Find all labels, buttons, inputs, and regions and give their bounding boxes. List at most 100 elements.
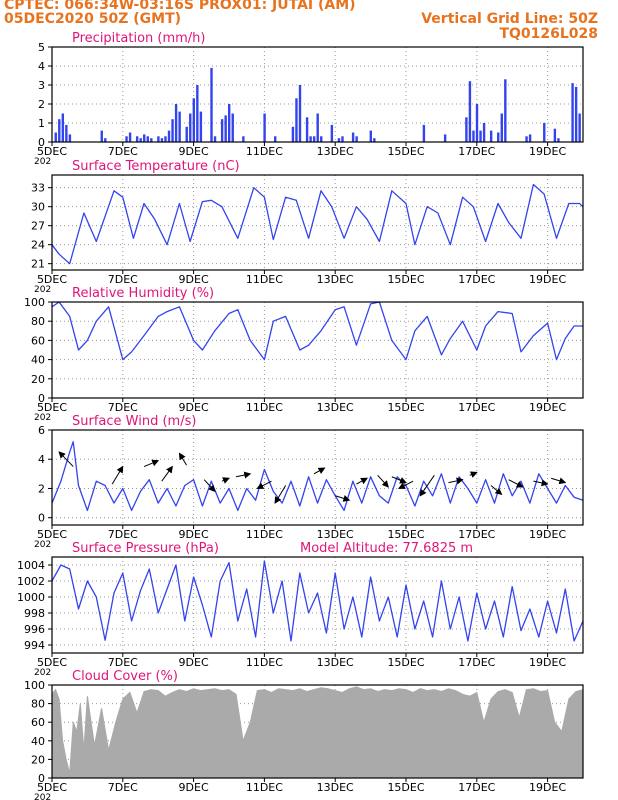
cloud-title: Cloud Cover (%) [72, 669, 178, 684]
precip-bar [242, 136, 245, 142]
rh-ytick-label: 60 [31, 334, 45, 347]
press-ytick-label: 998 [24, 607, 45, 620]
cloud-xtick-label: 5DEC [37, 781, 67, 794]
wind-vector [550, 477, 567, 485]
precip-xtick-label: 13DEC [317, 145, 354, 158]
wind-vector [235, 471, 252, 479]
press-title: Surface Pressure (hPa) [72, 541, 219, 556]
temp-xtick-label: 7DEC [108, 273, 138, 286]
precip-bar [298, 85, 302, 142]
precip-bar [210, 67, 213, 142]
cloud-ytick-label: 0 [38, 772, 45, 785]
wind-vector [313, 467, 326, 475]
precip-title: Precipitation (mm/h) [72, 31, 205, 46]
temp-xtick-label: 11DEC [246, 273, 283, 286]
wind-vector [274, 485, 287, 504]
rh-xtick-label: 17DEC [458, 401, 495, 414]
rh-xtick-label: 9DEC [179, 401, 209, 414]
press-ytick-label: 1000 [17, 591, 45, 604]
precip-bar [557, 138, 560, 142]
temp-panel: 21 24 27 30 33 5DEC 7DEC 9DEC 11DEC 13DEC 15DEC 17D… [31, 159, 584, 295]
precip-xtick-label: 17DEC [458, 145, 495, 158]
precip-bar [178, 111, 181, 142]
precip-bar [189, 113, 192, 142]
press-ytick-label: 996 [24, 623, 45, 636]
precip-bar [135, 136, 139, 142]
cloud-xtick-label: 9DEC [179, 781, 209, 794]
cloud-ytick-label: 20 [31, 753, 45, 766]
precip-bar [316, 113, 319, 142]
wind-vector [490, 485, 503, 495]
rh-xtick-label: 19DEC [529, 401, 566, 414]
precip-xtick-label: 7DEC [108, 145, 138, 158]
press-xtick-label: 9DEC [179, 656, 209, 669]
precip-bar [341, 136, 344, 142]
precip-bar [185, 126, 188, 142]
precip-bar [128, 132, 132, 142]
wind-xtick-label: 7DEC [108, 528, 138, 541]
precip-bar [192, 98, 195, 142]
precip-bar [54, 132, 57, 142]
precip-bar [100, 130, 103, 142]
wind-vector [178, 452, 187, 466]
temp-ytick-label: 24 [31, 239, 45, 252]
precip-bar [167, 130, 171, 142]
temp-xtick-label: 5DEC [37, 273, 67, 286]
precip-bar [422, 124, 426, 142]
wind-ytick-label: 4 [38, 453, 45, 466]
precip-bar [199, 111, 203, 142]
header-location: CPTEC: 066:34W-03:16S PROX01: JUTAI (AM) [4, 0, 356, 13]
rh-panel: 0 20 40 60 80 100 5DEC 7DEC 9DEC 11DEC 13DEC 15DEC 1… [24, 286, 584, 423]
precip-bar [157, 136, 160, 142]
header-run-date: 05DEC2020 50Z (GMT) [4, 11, 182, 27]
precip-ytick-label: 1 [38, 117, 45, 130]
precip-bar [330, 124, 334, 142]
temp-xtick-label: 15DEC [387, 273, 424, 286]
press-xtick-label: 5DEC [37, 656, 67, 669]
precip-bar [164, 136, 167, 142]
press-line [51, 560, 584, 642]
press-year-label: 202 [34, 668, 51, 678]
press-xtick-label: 19DEC [529, 656, 566, 669]
precip-bar [228, 104, 231, 142]
precip-bar [150, 138, 153, 142]
precip-bar [497, 132, 500, 142]
rh-xtick-label: 11DEC [246, 401, 283, 414]
wind-panel: 0 2 4 6 5DEC 7DEC 9DEC 11DEC 13DEC 15DEC 17DEC 19DE… [34, 414, 584, 550]
precip-ytick-label: 4 [38, 60, 45, 73]
wind-vector [356, 477, 368, 485]
cloud-ytick-label: 40 [31, 735, 45, 748]
precip-bar [125, 136, 128, 142]
precip-bar [369, 130, 372, 142]
precip-bar [482, 123, 486, 142]
wind-vector [391, 476, 407, 484]
cloud-xtick-label: 7DEC [108, 781, 138, 794]
wind-xtick-label: 19DEC [529, 528, 566, 541]
precip-bar [291, 126, 295, 142]
wind-vector [221, 477, 230, 484]
temp-frame [51, 174, 584, 271]
wind-vector [419, 475, 435, 497]
precip-bar [58, 119, 61, 142]
precip-bar [231, 113, 234, 142]
precip-bar [224, 115, 227, 142]
wind-line [51, 441, 584, 512]
precip-frame [51, 46, 584, 143]
wind-vector [58, 451, 74, 467]
precip-xtick-label: 15DEC [387, 145, 424, 158]
wind-vector [377, 474, 389, 488]
rh-ytick-label: 100 [24, 296, 45, 309]
precip-bar [465, 117, 468, 142]
cloud-xtick-label: 11DEC [246, 781, 283, 794]
cloud-ytick-label: 60 [31, 716, 45, 729]
precip-xtick-label: 9DEC [179, 145, 209, 158]
press-xtick-label: 11DEC [246, 656, 283, 669]
temp-line [51, 183, 584, 265]
press-frame [51, 556, 584, 654]
precip-bar [574, 86, 578, 142]
precip-bar [196, 85, 199, 142]
precip-panel: 0 1 2 3 4 5 5DEC 7DEC 9DEC 11DEC 13DEC 15DEC 17DEC 19… [34, 31, 584, 167]
press-xtick-label: 17DEC [458, 656, 495, 669]
precip-xtick-label: 19DEC [529, 145, 566, 158]
precip-bar [213, 136, 217, 142]
